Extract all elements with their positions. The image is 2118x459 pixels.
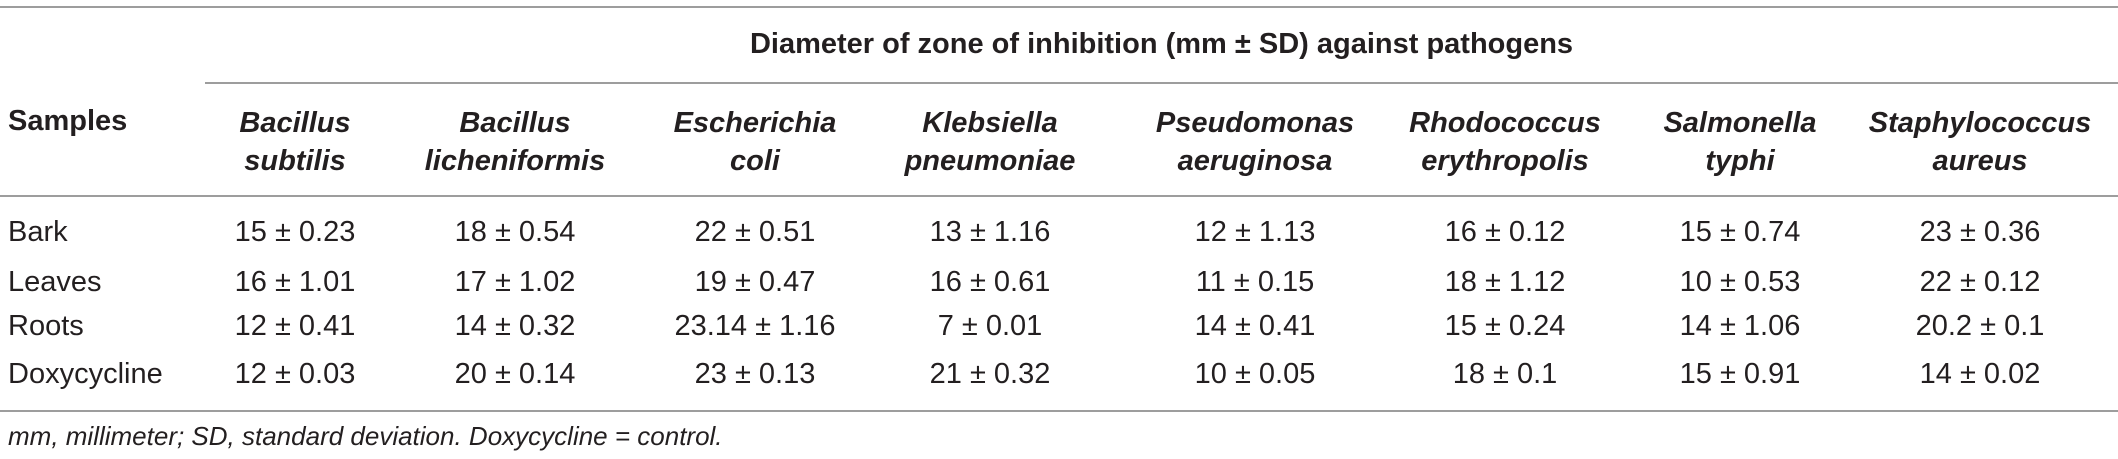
- table-cell: 20.2 ± 0.1: [1915, 310, 2045, 342]
- table-cell: 15 ± 0.24: [1444, 310, 1566, 342]
- header-rule: [0, 195, 2118, 197]
- table-cell: 12 ± 0.41: [234, 310, 356, 342]
- table-cell: 20 ± 0.14: [454, 358, 576, 390]
- table-cell: 17 ± 1.02: [454, 266, 576, 298]
- table-footnote: mm, millimeter; SD, standard deviation. …: [8, 421, 723, 451]
- table-cell: 14 ± 0.02: [1919, 358, 2041, 390]
- column-header-salmonella-typhi: Salmonella typhi: [1663, 107, 1817, 177]
- table-cell: 12 ± 1.13: [1194, 216, 1316, 248]
- table-cell: 18 ± 1.12: [1444, 266, 1566, 298]
- sample-name: Roots: [8, 310, 84, 342]
- table-cell: 18 ± 0.54: [454, 216, 576, 248]
- table-cell: 15 ± 0.23: [234, 216, 356, 248]
- table-cell: 16 ± 0.61: [929, 266, 1051, 298]
- table-cell: 13 ± 1.16: [929, 216, 1051, 248]
- column-header-staphylococcus-aureus: Staphylococcus aureus: [1868, 107, 2092, 177]
- column-header-escherichia-coli: Escherichia coli: [673, 107, 837, 177]
- column-header-klebsiella-pneumoniae: Klebsiella pneumoniae: [904, 107, 1076, 177]
- samples-column-header: Samples: [8, 105, 128, 137]
- table-cell: 12 ± 0.03: [234, 358, 356, 390]
- table-cell: 15 ± 0.74: [1679, 216, 1801, 248]
- table-cell: 21 ± 0.32: [929, 358, 1051, 390]
- table-cell: 10 ± 0.53: [1679, 266, 1801, 298]
- spanner-header: Diameter of zone of inhibition (mm ± SD)…: [749, 28, 1574, 60]
- table-cell: 22 ± 0.12: [1919, 266, 2041, 298]
- table-row: Doxycycline 12 ± 0.03 20 ± 0.14 23 ± 0.1…: [0, 352, 2118, 396]
- table-cell: 23 ± 0.36: [1919, 216, 2041, 248]
- table-cell: 18 ± 0.1: [1452, 358, 1558, 390]
- sample-name: Leaves: [8, 266, 102, 298]
- column-header-bacillus-licheniformis: Bacillus licheniformis: [424, 107, 606, 177]
- table-cell: 22 ± 0.51: [694, 216, 816, 248]
- table-cell: 15 ± 0.91: [1679, 358, 1801, 390]
- table-bottom-rule: [0, 410, 2118, 412]
- table-row: Leaves 16 ± 1.01 17 ± 1.02 19 ± 0.47 16 …: [0, 260, 2118, 304]
- column-header-pseudomonas-aeruginosa: Pseudomonas aeruginosa: [1155, 107, 1355, 177]
- table-cell: 14 ± 1.06: [1679, 310, 1801, 342]
- table-row: Roots 12 ± 0.41 14 ± 0.32 23.14 ± 1.16 7…: [0, 304, 2118, 348]
- column-header-rhodococcus-erythropolis: Rhodococcus erythropolis: [1409, 107, 1601, 177]
- table-cell: 23.14 ± 1.16: [674, 310, 836, 342]
- sample-name: Bark: [8, 216, 68, 248]
- table-cell: 7 ± 0.01: [937, 310, 1043, 342]
- table-cell: 11 ± 0.15: [1195, 266, 1315, 298]
- sample-name: Doxycycline: [8, 358, 163, 390]
- table-cell: 10 ± 0.05: [1194, 358, 1316, 390]
- table-cell: 14 ± 0.32: [454, 310, 576, 342]
- table-cell: 23 ± 0.13: [694, 358, 816, 390]
- table-row: Bark 15 ± 0.23 18 ± 0.54 22 ± 0.51 13 ± …: [0, 210, 2118, 254]
- column-header-bacillus-subtilis: Bacillus subtilis: [239, 107, 351, 177]
- table-cell: 16 ± 0.12: [1444, 216, 1566, 248]
- spanner-rule: [205, 82, 2118, 84]
- table-cell: 19 ± 0.47: [694, 266, 816, 298]
- table-cell: 14 ± 0.41: [1194, 310, 1316, 342]
- table-top-rule: [0, 6, 2118, 8]
- table-cell: 16 ± 1.01: [234, 266, 356, 298]
